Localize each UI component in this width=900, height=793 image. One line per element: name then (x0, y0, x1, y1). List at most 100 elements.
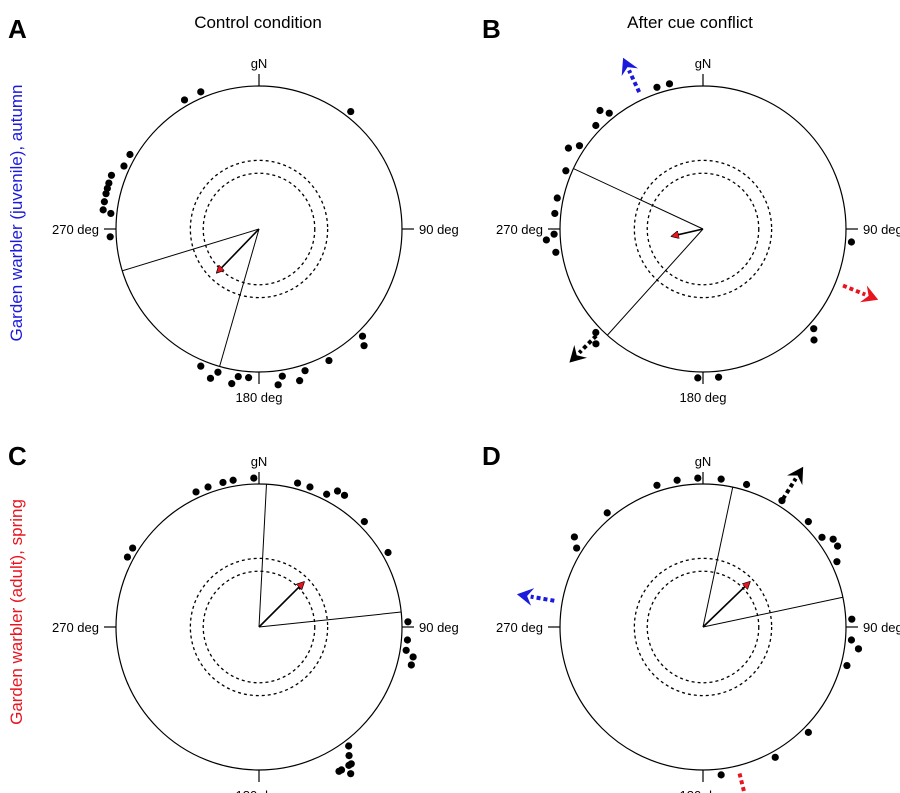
row-label-spring: Garden warbler (adult), spring (7, 499, 26, 725)
panel-c-bird-dot (219, 478, 227, 487)
panel-b-shift-arrow-black-shaft (577, 334, 598, 355)
panel-b-bird-dot (847, 238, 856, 246)
panel-c-bird-dot (384, 548, 392, 557)
panel-a-bird-dot (214, 368, 222, 376)
panel-b-bird-dot (714, 373, 723, 381)
panel-a-bird-dot (358, 332, 367, 340)
panel-d-label-south: 180 deg (680, 788, 727, 793)
panel-a-bird-dot (99, 206, 107, 214)
panel-d-bird-dot (570, 533, 578, 541)
panel-a-bird-dot (197, 88, 205, 96)
panel-d-label-east: 90 deg (863, 620, 900, 635)
panel-a-bird-dot (105, 179, 113, 187)
panel-a-label-north: gN (251, 56, 268, 71)
panel-c-bird-dot (345, 752, 353, 760)
panel-c-mean-vector (258, 583, 303, 628)
panel-letter-c: C (8, 441, 27, 471)
panel-a-bird-dot (197, 362, 205, 370)
panel-c-bird-dot (229, 476, 237, 484)
column-title-control: Control condition (194, 13, 322, 32)
panel-a: gN 90 deg 180 deg 270 deg (52, 56, 459, 405)
panel-d-bird-dot (771, 753, 779, 761)
panel-c-ci-line-1 (258, 611, 402, 628)
panel-c-bird-dot (323, 490, 331, 498)
panel-a-bird-dot (347, 107, 355, 116)
panel-d-bird-dot (694, 474, 702, 482)
panel-d-bird-dot (847, 636, 856, 644)
panel-a-label-east: 90 deg (419, 222, 459, 237)
panel-a-bird-dot (325, 356, 333, 365)
panel-b-bird-dot (605, 109, 613, 117)
panel-b-shift-arrow-red-shaft (842, 283, 867, 297)
column-title-cue-conflict: After cue conflict (627, 13, 753, 32)
panel-b-shift-arrow-black-head (569, 345, 587, 363)
panel-a-ci-line-0 (219, 228, 260, 367)
panel-b-bird-dot (592, 328, 600, 337)
panel-b-bird-dot (553, 194, 561, 202)
panel-c-bird-dot (192, 488, 200, 496)
panel-b-shift-arrow-red-head (860, 285, 879, 303)
panel-b-bird-dot (665, 80, 674, 88)
panel-c-label-east: 90 deg (419, 620, 459, 635)
circular-plots: gN 90 deg 180 deg 270 deg gN 90 deg 180 deg 270… (52, 56, 900, 793)
panel-a-bird-dot (126, 150, 134, 159)
panel-c-bird-dot (404, 618, 412, 626)
panel-c-significance-circle-1 (189, 557, 329, 697)
panel-d-bird-dot (804, 518, 812, 526)
panel-b-label-south: 180 deg (680, 390, 727, 405)
panel-b-bird-dot (552, 248, 560, 256)
panel-a-label-west: 270 deg (52, 222, 99, 237)
panel-b-ci-line-0 (606, 228, 704, 336)
panel-c-bird-dot (204, 483, 212, 491)
panel-b-shift-arrow-blue-shaft (627, 69, 641, 93)
panel-c-bird-dot (345, 761, 353, 769)
panel-a-bird-dot (296, 377, 304, 385)
panel-d-bird-dot (717, 475, 725, 483)
panel-a-mean-vector (217, 228, 260, 272)
panel-b-label-north: gN (695, 56, 712, 71)
panel-c-bird-dot (123, 553, 132, 561)
panel-c-bird-dot (409, 653, 417, 661)
panel-d-bird-dot (854, 645, 863, 653)
panel-d-shift-arrow-red-shaft (737, 773, 747, 793)
panel-d-bird-dot (573, 544, 581, 552)
panel-b-label-west: 270 deg (496, 222, 543, 237)
panel-d-bird-dot (818, 533, 826, 541)
panel-b-bird-dot (550, 230, 558, 238)
panel-d-significance-circle-1 (633, 557, 773, 697)
panel-a-significance-circle-1 (189, 159, 329, 299)
panel-d-shift-arrow-black-shaft (781, 477, 798, 501)
panel-a-bird-dot (206, 374, 215, 382)
panel-d-bird-dot (673, 476, 681, 484)
panel-d-label-north: gN (695, 454, 712, 469)
row-label-autumn: Garden warbler (juvenile), autumn (7, 84, 26, 341)
panel-d-label-west: 270 deg (496, 620, 543, 635)
panel-d-bird-dot (843, 661, 851, 670)
panel-d: gN 90 deg 180 deg 270 deg (496, 454, 900, 793)
panel-a-bird-dot (107, 209, 115, 218)
panel-b-bird-dot (562, 167, 570, 175)
panel-c-bird-dot (333, 487, 342, 495)
panel-c-bird-dot (360, 518, 368, 526)
panel-d-ci-line-0 (702, 487, 734, 628)
panel-c-bird-dot (407, 661, 415, 669)
panel-d-mean-vector (702, 582, 749, 628)
panel-letter-b: B (482, 14, 501, 44)
panel-d-bird-dot (833, 542, 842, 550)
panel-d-bird-dot (833, 558, 841, 566)
panel-b-bird-dot (653, 83, 661, 91)
panel-d-bird-dot (829, 535, 837, 543)
panel-d-bird-dot (717, 771, 725, 779)
panel-c-label-west: 270 deg (52, 620, 99, 635)
panel-a-bird-dot (106, 233, 114, 241)
panel-c-label-south: 180 deg (236, 788, 283, 793)
panel-b-bird-dot (694, 374, 702, 382)
panel-d-bird-dot (742, 480, 751, 489)
panel-a-bird-dot (301, 367, 309, 375)
panel-d-ci-line-1 (702, 596, 843, 628)
panel-d-bird-dot (804, 728, 812, 736)
panel-d-shift-arrow-blue-shaft (530, 594, 555, 603)
panel-c-bird-dot (250, 474, 258, 482)
panel-c-ci-line-0 (258, 484, 267, 628)
